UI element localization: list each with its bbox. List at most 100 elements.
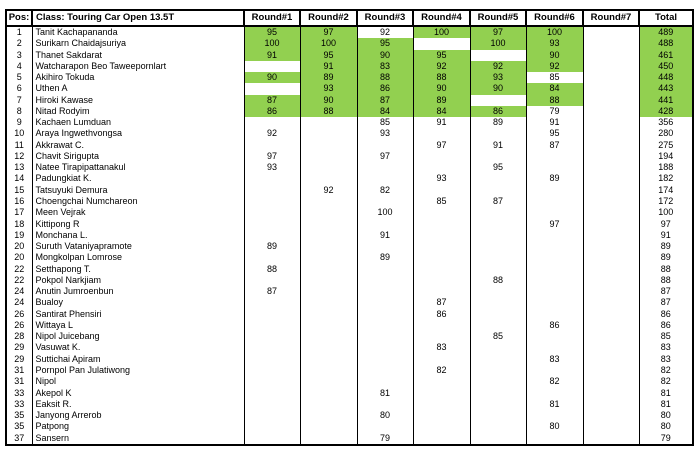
driver-name-cell: Patpong [31,421,245,433]
total-score-cell: 88 [638,274,694,287]
round3-score-cell [356,286,414,298]
round1-score-cell [243,297,301,309]
round7-score-cell [582,331,640,343]
round7-score-cell [582,308,640,320]
round6-score-cell [525,263,584,275]
driver-name-cell: Padungkiat K. [31,173,245,185]
round4-score-cell: 88 [412,72,471,84]
round5-column-header: Round#5 [469,9,527,27]
position-cell: 24 [5,286,33,298]
round7-score-cell [582,387,640,399]
round1-score-cell: 87 [243,286,301,298]
round6-score-cell [525,286,584,298]
driver-name-cell: Eaksit R. [31,398,245,411]
round3-score-cell: 82 [356,184,414,196]
driver-name-cell: Choengchai Numchareon [31,195,245,208]
table-row: 20 Suruth Vataniyapramote 89 89 [5,241,694,253]
round4-score-cell [412,263,471,275]
table-row: 15 Tatsuyuki Demura 92 82 174 [5,184,694,196]
round1-score-cell [243,387,301,399]
position-cell: 22 [5,274,33,287]
position-cell: 19 [5,229,33,242]
round2-score-cell [299,342,358,354]
round2-score-cell [299,150,358,163]
round2-score-cell [299,218,358,230]
round5-score-cell [469,421,527,433]
round6-score-cell: 83 [525,353,584,365]
round7-score-cell [582,432,640,445]
round2-score-cell [299,398,358,411]
round4-score-cell [412,376,471,388]
round5-score-cell: 90 [469,83,527,95]
round5-score-cell: 88 [469,274,527,287]
round6-score-cell [525,274,584,287]
position-cell: 29 [5,342,33,354]
round5-score-cell [469,207,527,219]
round1-score-cell [243,364,301,377]
position-cell: 16 [5,195,33,208]
position-cell: 35 [5,410,33,422]
round2-score-cell [299,319,358,332]
round3-score-cell [356,353,414,365]
round2-column-header: Round#2 [299,9,358,27]
round1-score-cell [243,60,301,73]
round3-score-cell [356,195,414,208]
driver-name-cell: Kittipong R [31,218,245,230]
position-cell: 31 [5,364,33,377]
round2-score-cell [299,128,358,140]
position-cell: 20 [5,252,33,264]
round4-score-cell [412,387,471,399]
table-row: 28 Nipol Juicebang 85 85 [5,331,694,343]
table-row: 3 Thanet Sakdarat 91 95 90 95 90 461 [5,49,694,61]
round7-score-cell [582,364,640,377]
round6-score-cell [525,364,584,377]
driver-name-cell: Tanit Kachapananda [31,26,245,39]
round3-score-cell: 80 [356,410,414,422]
round5-score-cell: 97 [469,26,527,39]
round3-score-cell [356,162,414,174]
table-header: Pos: Class: Touring Car Open 13.5T Round… [5,9,694,27]
table-row: 1 Tanit Kachapananda 95 97 92 100 97 100… [5,26,694,39]
round7-score-cell [582,421,640,433]
total-score-cell: 88 [638,263,694,275]
position-cell: 28 [5,331,33,343]
driver-name-cell: Hiroki Kawase [31,94,245,106]
round7-score-cell [582,297,640,309]
round7-score-cell [582,376,640,388]
table-row: 33 Eaksit R. 81 81 [5,398,694,411]
round4-score-cell [412,432,471,445]
round7-score-cell [582,252,640,264]
table-row: 26 Wittaya L 86 86 [5,319,694,332]
round4-score-cell: 86 [412,308,471,320]
position-cell: 7 [5,94,33,106]
total-score-cell: 82 [638,376,694,388]
round3-score-cell: 81 [356,387,414,399]
round6-score-cell: 93 [525,38,584,50]
round3-score-cell: 88 [356,72,414,84]
table-row: 5 Akihiro Tokuda 90 89 88 88 93 85 448 [5,72,694,84]
round3-score-cell [356,398,414,411]
round4-score-cell [412,398,471,411]
round1-score-cell: 91 [243,49,301,61]
round4-score-cell: 100 [412,26,471,39]
round6-score-cell: 80 [525,421,584,433]
round4-score-cell: 91 [412,117,471,129]
round2-score-cell [299,173,358,185]
round7-score-cell [582,117,640,129]
round6-score-cell [525,207,584,219]
round5-score-cell [469,410,527,422]
table-row: 24 Anutin Jumroenbun 87 87 [5,286,694,298]
round2-score-cell [299,207,358,219]
round1-score-cell: 100 [243,38,301,50]
round5-score-cell [469,364,527,377]
round5-score-cell [469,308,527,320]
round5-score-cell: 89 [469,117,527,129]
driver-name-cell: Bualoy [31,297,245,309]
round3-score-cell: 89 [356,252,414,264]
total-score-cell: 86 [638,319,694,332]
round7-score-cell [582,274,640,287]
position-cell: 37 [5,432,33,445]
round4-score-cell: 87 [412,297,471,309]
driver-name-cell: Mongkolpan Lomrose [31,252,245,264]
table-row: 6 Uthen A 93 86 90 90 84 443 [5,83,694,95]
